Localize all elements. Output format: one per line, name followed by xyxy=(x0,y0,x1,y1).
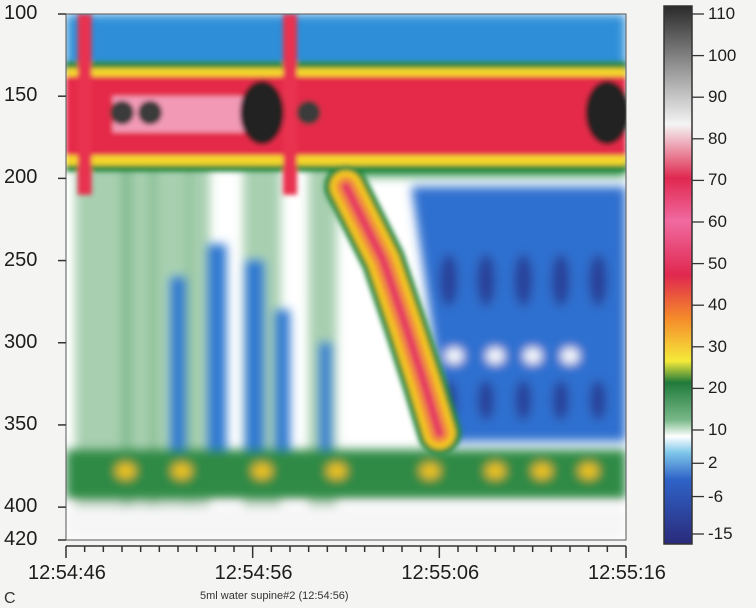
deep-blue-spot xyxy=(439,254,458,307)
bottom-strip xyxy=(66,507,626,540)
heat-stripe xyxy=(207,244,227,475)
white-spot xyxy=(445,347,464,364)
lower-band xyxy=(66,449,626,499)
lower-band-spot xyxy=(485,462,506,479)
colorbar-tick-label: 60 xyxy=(708,212,727,231)
colorbar-ticks xyxy=(692,13,704,535)
lower-band-spot xyxy=(420,462,440,479)
lower-band-spot xyxy=(171,462,192,479)
y-axis xyxy=(58,13,66,541)
y-tick-label: 400 xyxy=(4,495,38,518)
white-spot xyxy=(561,347,579,364)
x-tick-label: 12:54:56 xyxy=(214,562,293,584)
heatmap-area xyxy=(66,14,626,540)
deep-blue-spot xyxy=(478,380,494,421)
x-tick-label: 12:55:06 xyxy=(401,562,480,584)
white-spot xyxy=(486,347,505,364)
heat-stripe xyxy=(245,260,264,475)
plot-border xyxy=(65,13,627,541)
peak-spot xyxy=(240,80,284,145)
deep-blue-spot xyxy=(589,254,607,307)
y-tick-label: 350 xyxy=(4,412,38,435)
y-tick-label: 100 xyxy=(4,2,38,24)
colorbar-tick-label: 40 xyxy=(708,295,727,315)
lower-band-spot xyxy=(115,462,136,479)
deep-blue-spot xyxy=(514,254,533,307)
colorbar-tick-label: 110 xyxy=(708,4,736,23)
contraction-streak xyxy=(283,14,297,195)
deep-blue-spot xyxy=(590,380,606,421)
corner-label: C xyxy=(4,590,16,607)
y-tick-label: 300 xyxy=(4,330,38,353)
chart-caption: 5ml water supine#2 (12:54:56) xyxy=(200,590,349,602)
upper-band-highlight xyxy=(112,96,253,133)
x-tick-label: 12:55:16 xyxy=(588,562,666,584)
x-tick-label: 12:54:46 xyxy=(28,562,106,584)
colorbar-tick-label: 20 xyxy=(708,378,727,398)
colorbar-tick-label: 10 xyxy=(708,420,727,439)
lower-band-spot xyxy=(326,462,347,479)
heat-stripe xyxy=(170,277,186,458)
heat-soft-layer xyxy=(66,14,626,540)
right-blue-region xyxy=(411,186,626,442)
x-axis xyxy=(65,545,627,558)
deep-blue-spot xyxy=(515,380,532,421)
peak-spot xyxy=(585,80,626,145)
lower-band-spot xyxy=(252,462,272,479)
colorbar-tick-label: 90 xyxy=(708,87,727,107)
colorbar-tick-label: 80 xyxy=(708,128,727,148)
y-tick-label: 420 xyxy=(4,528,38,550)
lower-band-spot xyxy=(532,462,552,479)
deep-blue-spot xyxy=(477,254,495,307)
heat-stripe xyxy=(275,309,290,475)
peak-spot xyxy=(110,100,134,125)
y-tick-label: 150 xyxy=(4,84,38,107)
y-tick-label: 250 xyxy=(4,248,38,271)
colorbar-tick-label: -6 xyxy=(708,486,724,506)
white-spot xyxy=(523,347,542,364)
y-tick-label: 200 xyxy=(4,166,38,189)
colorbar-tick-label: 2 xyxy=(708,453,718,473)
peak-spot xyxy=(138,100,162,125)
colorbar-tick-label: 50 xyxy=(708,253,727,273)
deep-blue-spot xyxy=(551,254,570,307)
deep-blue-spot xyxy=(552,380,569,421)
wave-core xyxy=(341,182,444,438)
colorbar-tick-label: -15 xyxy=(708,524,733,543)
colorbar-tick-label: 100 xyxy=(708,45,737,65)
lower-band-spot xyxy=(578,462,599,479)
heat-stripe xyxy=(319,342,332,475)
heat-streak xyxy=(187,161,210,508)
heat-sharp-layer xyxy=(66,14,626,456)
colorbar xyxy=(663,5,693,545)
colorbar-tick-label: 70 xyxy=(708,170,727,190)
colorbar-tick-label: 30 xyxy=(708,336,727,356)
peak-spot xyxy=(296,100,321,125)
contraction-streak xyxy=(77,14,92,195)
